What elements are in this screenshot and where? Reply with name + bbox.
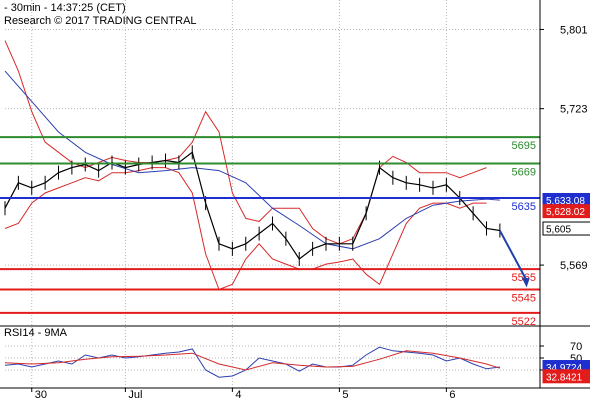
rsi-y-tick-label: 70 bbox=[570, 341, 582, 353]
price-tag-box bbox=[542, 221, 590, 236]
level-label-5522: 5522 bbox=[512, 316, 536, 328]
price-tag-text: 5,633.08 bbox=[546, 196, 585, 207]
support-resistance-levels: 569556695635556555455522 bbox=[0, 136, 540, 328]
grid-lines bbox=[5, 0, 540, 388]
price-tag-box bbox=[542, 204, 590, 219]
ma-line bbox=[4, 70, 500, 250]
forecast-arrow-head bbox=[521, 277, 530, 288]
rsi-line bbox=[4, 346, 500, 378]
y-tick-label: 5,723 bbox=[560, 104, 588, 116]
x-tick-label: 6 bbox=[449, 389, 455, 400]
price-series bbox=[4, 145, 501, 266]
rsi-ma-line bbox=[4, 350, 501, 371]
bb-upper-line bbox=[4, 40, 487, 245]
level-label-5635: 5635 bbox=[512, 201, 536, 213]
header-line1: - 30min - 14:37:25 (CET) bbox=[4, 2, 126, 14]
bollinger-bands bbox=[4, 40, 487, 291]
x-tick-label: Jul bbox=[128, 389, 142, 400]
header-line2: Research © 2017 TRADING CENTRAL bbox=[4, 15, 197, 27]
price-tag-text: 5,628.02 bbox=[546, 207, 585, 218]
y-tick-label: 5,801 bbox=[560, 24, 588, 36]
level-label-5695: 5695 bbox=[512, 140, 536, 152]
price-tag-text: 34.9724 bbox=[546, 363, 583, 374]
rsi-title: RSI14 - 9MA bbox=[4, 327, 68, 339]
level-label-5669: 5669 bbox=[512, 167, 536, 179]
price-panel: 569556695635556555455522 bbox=[0, 40, 540, 328]
bb-lower-line bbox=[4, 167, 487, 291]
level-label-5545: 5545 bbox=[512, 292, 536, 304]
price-tag-box bbox=[542, 369, 590, 384]
y-tick-label: 5,569 bbox=[560, 260, 588, 272]
forecast-arrow bbox=[498, 230, 530, 288]
forecast-arrow-shaft bbox=[498, 230, 528, 281]
price-tag-text: 5,605 bbox=[546, 225, 571, 236]
rsi-panel bbox=[4, 346, 501, 378]
price-tag-text: 32.8421 bbox=[546, 372, 583, 383]
x-tick-label: 5 bbox=[342, 389, 348, 400]
moving-average bbox=[4, 70, 500, 250]
x-tick-label: 30 bbox=[35, 389, 47, 400]
price-line bbox=[4, 151, 500, 260]
x-tick-label: 4 bbox=[235, 389, 241, 400]
